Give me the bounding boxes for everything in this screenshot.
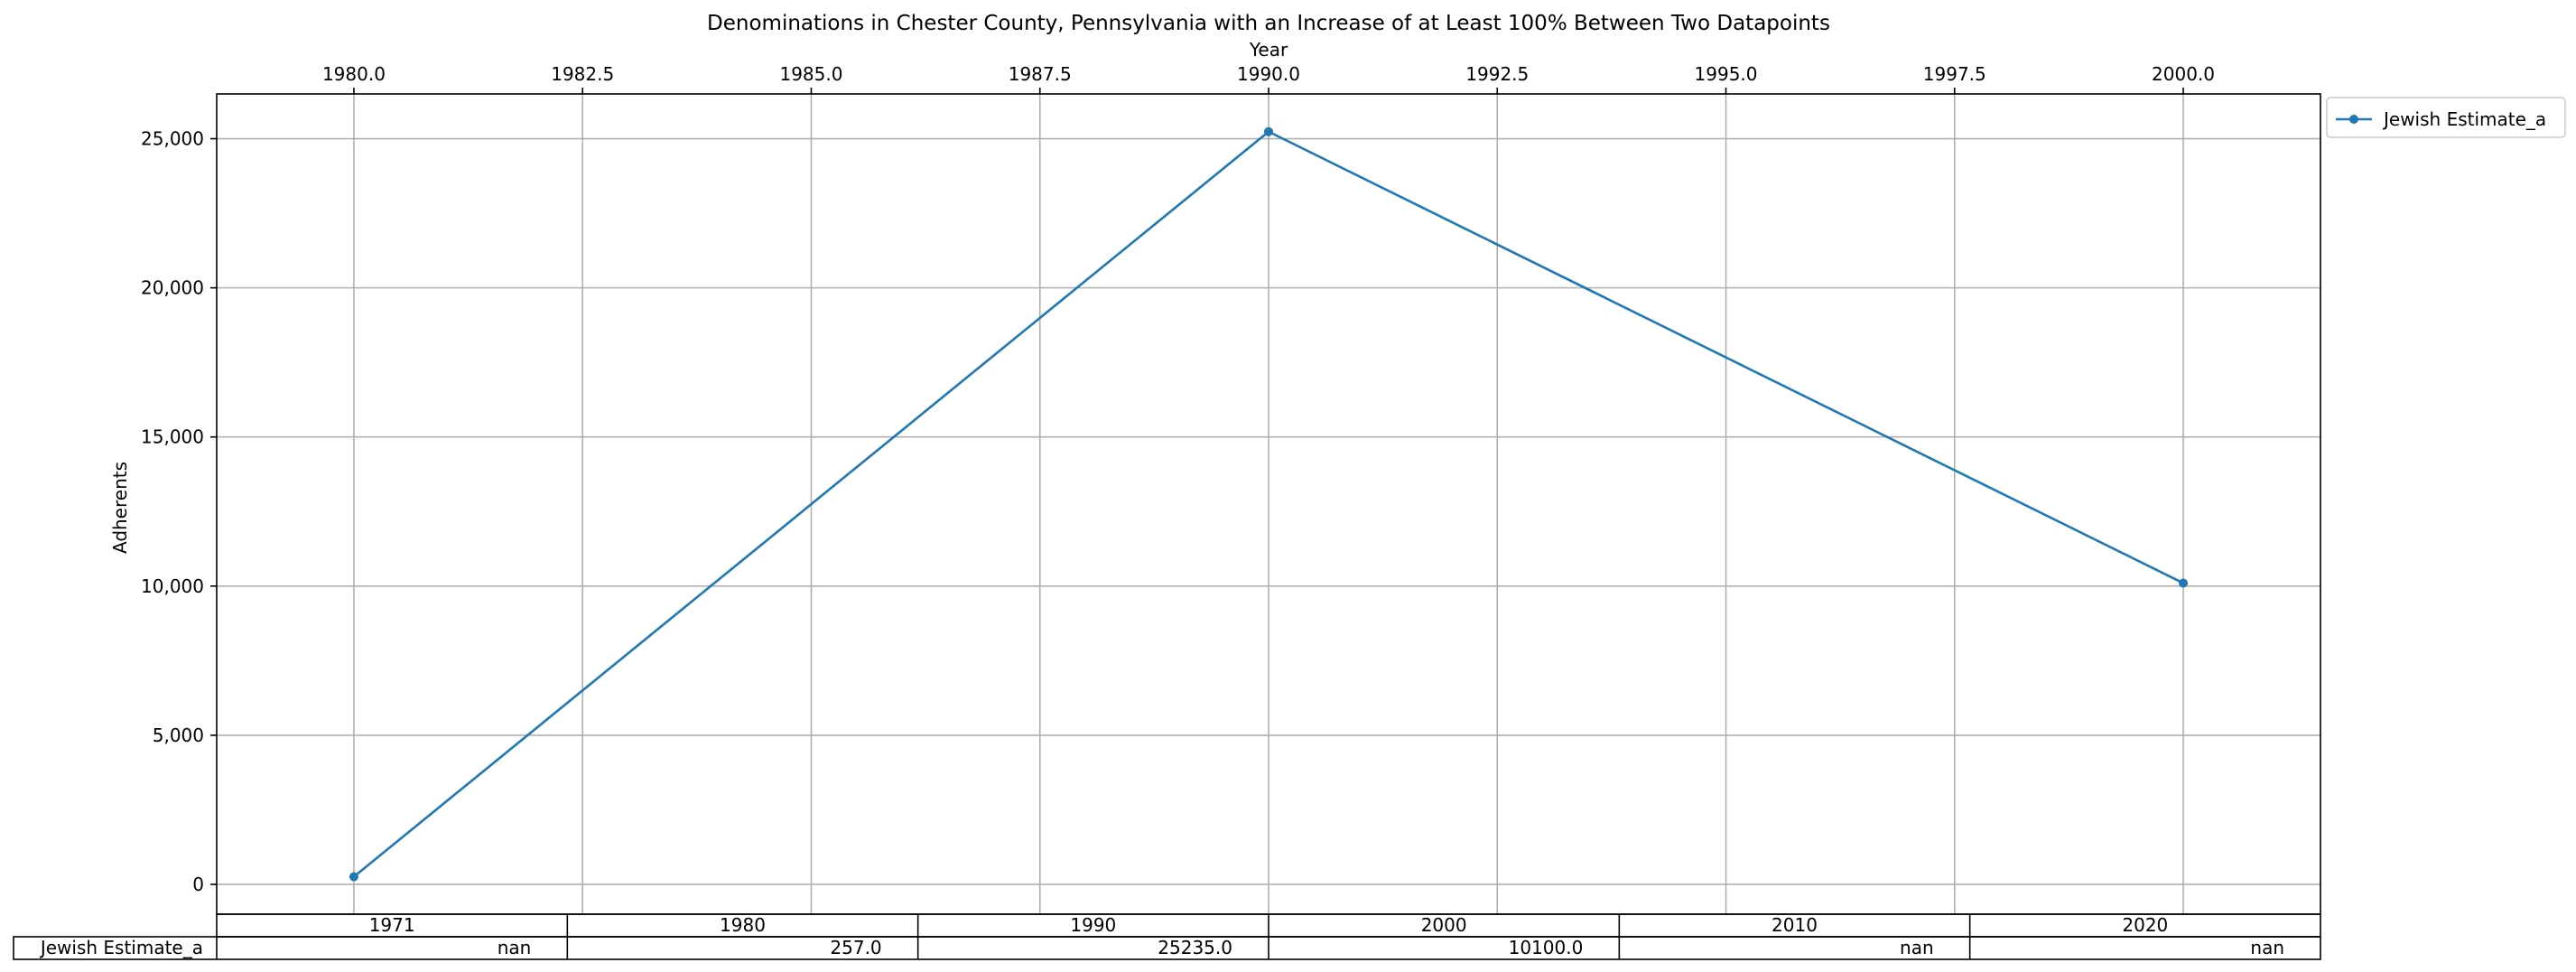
y-tick-label: 0 xyxy=(192,874,204,895)
data-point xyxy=(1264,126,1273,136)
y-tick-label: 15,000 xyxy=(141,426,204,448)
grid xyxy=(217,94,2320,914)
x-axis-label: Year xyxy=(1249,39,1288,61)
x-tick-label: 1997.5 xyxy=(1923,63,1986,85)
legend-label: Jewish Estimate_a xyxy=(2382,108,2546,130)
data-table: 1971 1980 1990 2000 2010 2020 Jewish Estimate_… xyxy=(13,913,2321,960)
legend-box xyxy=(2326,97,2566,138)
y-tick-label: 25,000 xyxy=(141,128,204,150)
table-column-header: 2000 xyxy=(1421,914,1467,936)
table-row xyxy=(13,936,2321,960)
x-tick-label: 1987.5 xyxy=(1009,63,1072,85)
y-tick-label: 20,000 xyxy=(141,277,204,299)
y-tick-label: 10,000 xyxy=(141,575,204,597)
table-column-header: 2020 xyxy=(2122,914,2168,936)
table-cell: 257.0 xyxy=(830,937,881,958)
table-column-header: 1971 xyxy=(369,914,415,936)
table-cell: nan xyxy=(2250,937,2284,958)
x-tick-label: 1985.0 xyxy=(779,63,842,85)
x-tick-label: 1982.5 xyxy=(551,63,614,85)
x-tick-label: 2000.0 xyxy=(2152,63,2215,85)
x-tick-label: 1990.0 xyxy=(1237,63,1300,85)
y-tick-label: 5,000 xyxy=(153,724,204,746)
axis-ticks: 1980.0 1982.5 1985.0 1987.5 1990.0 1992.5 1995… xyxy=(141,63,2215,895)
table-cell: 10100.0 xyxy=(1509,937,1584,958)
legend: Jewish Estimate_a xyxy=(2326,97,2566,138)
x-tick-label: 1995.0 xyxy=(1695,63,1758,85)
chart-title: Denominations in Chester County, Pennsyl… xyxy=(707,12,1830,35)
legend-marker xyxy=(2349,115,2358,124)
x-tick-label: 1992.5 xyxy=(1465,63,1529,85)
table-column-header: 2010 xyxy=(1772,914,1818,936)
data-point xyxy=(349,872,358,882)
y-axis-label: Adherents xyxy=(109,462,131,554)
table-column-header: 1980 xyxy=(720,914,766,936)
table-cell: nan xyxy=(498,937,532,958)
table-cell: nan xyxy=(1900,937,1934,958)
x-tick-label: 1980.0 xyxy=(322,63,386,85)
table-cell: 25235.0 xyxy=(1158,937,1232,958)
table-row-label: Jewish Estimate_a xyxy=(39,937,203,958)
table-column-header: 1990 xyxy=(1070,914,1116,936)
data-point xyxy=(2179,578,2189,588)
series-layer xyxy=(349,126,2189,882)
